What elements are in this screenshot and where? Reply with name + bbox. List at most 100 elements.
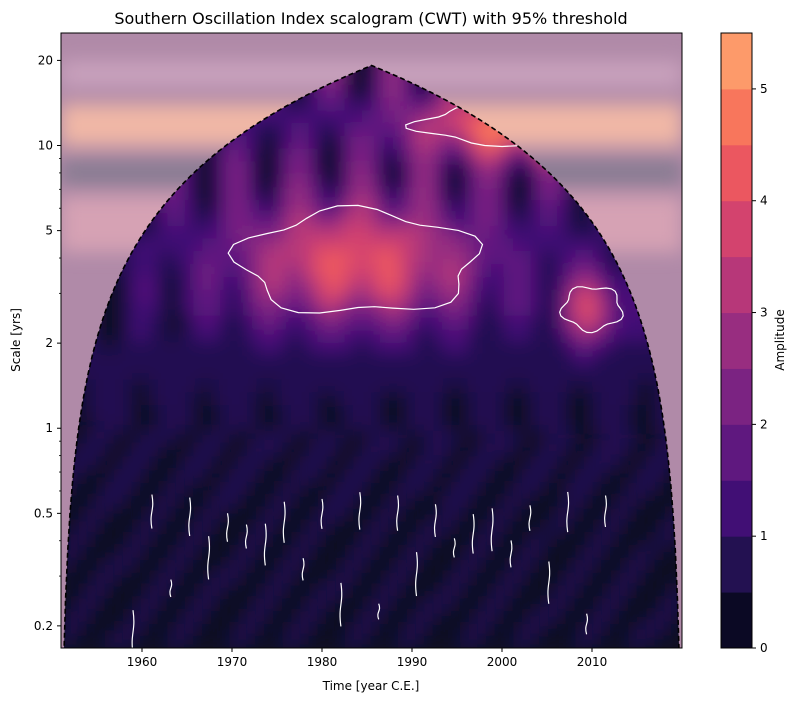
- amplitude-cell: [406, 596, 417, 611]
- amplitude-cell: [415, 519, 426, 534]
- amplitude-cell: [468, 352, 479, 367]
- amplitude-cell: [193, 609, 204, 623]
- amplitude-cell: [193, 378, 204, 393]
- amplitude-cell: [300, 365, 310, 380]
- amplitude-cell: [317, 480, 328, 495]
- amplitude-cell: [282, 391, 293, 406]
- amplitude-cell: [362, 70, 372, 85]
- amplitude-cell: [95, 519, 106, 534]
- amplitude-cell: [388, 442, 399, 457]
- amplitude-cell: [113, 365, 124, 380]
- amplitude-cell: [566, 365, 577, 380]
- amplitude-cell: [166, 557, 177, 572]
- amplitude-cell: [353, 480, 364, 495]
- amplitude-cell: [495, 365, 506, 380]
- amplitude-cell: [282, 109, 293, 124]
- amplitude-cell: [379, 250, 390, 265]
- amplitude-cell: [344, 480, 355, 495]
- amplitude-cell: [575, 557, 585, 572]
- y-axis-label: Scale [yrs]: [9, 308, 23, 372]
- amplitude-cell: [468, 327, 479, 341]
- amplitude-cell: [619, 442, 630, 457]
- amplitude-cell: [353, 314, 364, 329]
- amplitude-cell: [335, 455, 346, 470]
- amplitude-cell: [486, 250, 497, 265]
- amplitude-cell: [575, 609, 585, 623]
- amplitude-cell: [468, 263, 479, 277]
- amplitude-cell: [406, 160, 417, 175]
- amplitude-cell: [291, 122, 302, 136]
- amplitude-cell: [539, 378, 550, 393]
- amplitude-cell: [566, 224, 577, 239]
- amplitude-cell: [610, 506, 621, 521]
- amplitude-cell: [273, 596, 284, 611]
- amplitude-cell: [628, 327, 639, 341]
- amplitude-cell: [78, 519, 89, 534]
- amplitude-cell: [291, 301, 302, 316]
- amplitude-cell: [362, 147, 372, 162]
- amplitude-cell: [308, 621, 319, 636]
- amplitude-cell: [424, 583, 435, 598]
- amplitude-cell: [388, 83, 399, 98]
- amplitude-cell: [610, 596, 621, 611]
- amplitude-cell: [273, 109, 284, 124]
- amplitude-cell: [291, 634, 302, 648]
- amplitude-cell: [166, 404, 177, 418]
- amplitude-cell: [495, 391, 506, 406]
- amplitude-cell: [512, 493, 523, 508]
- amplitude-cell: [504, 404, 514, 418]
- amplitude-cell: [512, 160, 523, 175]
- amplitude-cell: [406, 340, 417, 354]
- amplitude-cell: [468, 391, 479, 406]
- amplitude-cell: [592, 275, 603, 290]
- amplitude-cell: [415, 109, 426, 124]
- amplitude-cell: [592, 378, 603, 393]
- amplitude-cell: [113, 570, 124, 585]
- amplitude-cell: [406, 404, 417, 418]
- amplitude-cell: [654, 609, 665, 623]
- amplitude-cell: [424, 288, 435, 303]
- amplitude-cell: [433, 493, 443, 508]
- amplitude-cell: [628, 391, 639, 406]
- amplitude-cell: [468, 186, 479, 201]
- amplitude-cell: [95, 429, 106, 444]
- amplitude-cell: [308, 199, 319, 213]
- amplitude-cell: [353, 442, 364, 457]
- amplitude-cell: [415, 250, 426, 265]
- amplitude-cell: [371, 70, 381, 85]
- amplitude-cell: [530, 160, 541, 175]
- amplitude-cell: [441, 468, 452, 482]
- amplitude-cell: [211, 480, 222, 495]
- amplitude-cell: [273, 545, 284, 559]
- amplitude-cell: [388, 416, 399, 431]
- amplitude-cell: [362, 186, 372, 201]
- amplitude-cell: [495, 609, 506, 623]
- amplitude-cell: [459, 480, 470, 495]
- amplitude-cell: [246, 224, 257, 239]
- amplitude-cell: [175, 570, 186, 585]
- amplitude-cell: [264, 199, 275, 213]
- amplitude-cell: [158, 532, 168, 546]
- amplitude-cell: [282, 211, 293, 226]
- amplitude-cell: [521, 301, 532, 316]
- amplitude-cell: [166, 314, 177, 329]
- amplitude-cell: [557, 621, 568, 636]
- amplitude-cell: [441, 506, 452, 521]
- amplitude-cell: [539, 352, 550, 367]
- amplitude-cell: [344, 275, 355, 290]
- amplitude-cell: [237, 135, 248, 149]
- amplitude-cell: [521, 237, 532, 252]
- colorbar-tick-label: 1: [760, 529, 768, 543]
- amplitude-cell: [220, 634, 231, 648]
- amplitude-cell: [291, 352, 302, 367]
- amplitude-cell: [441, 480, 452, 495]
- amplitude-cell: [246, 135, 257, 149]
- amplitude-cell: [166, 519, 177, 534]
- significance-contour-small: [226, 513, 229, 542]
- amplitude-cell: [335, 250, 346, 265]
- amplitude-cell: [450, 416, 461, 431]
- amplitude-cell: [512, 416, 523, 431]
- amplitude-cell: [450, 327, 461, 341]
- amplitude-cell: [583, 570, 594, 585]
- amplitude-cell: [415, 135, 426, 149]
